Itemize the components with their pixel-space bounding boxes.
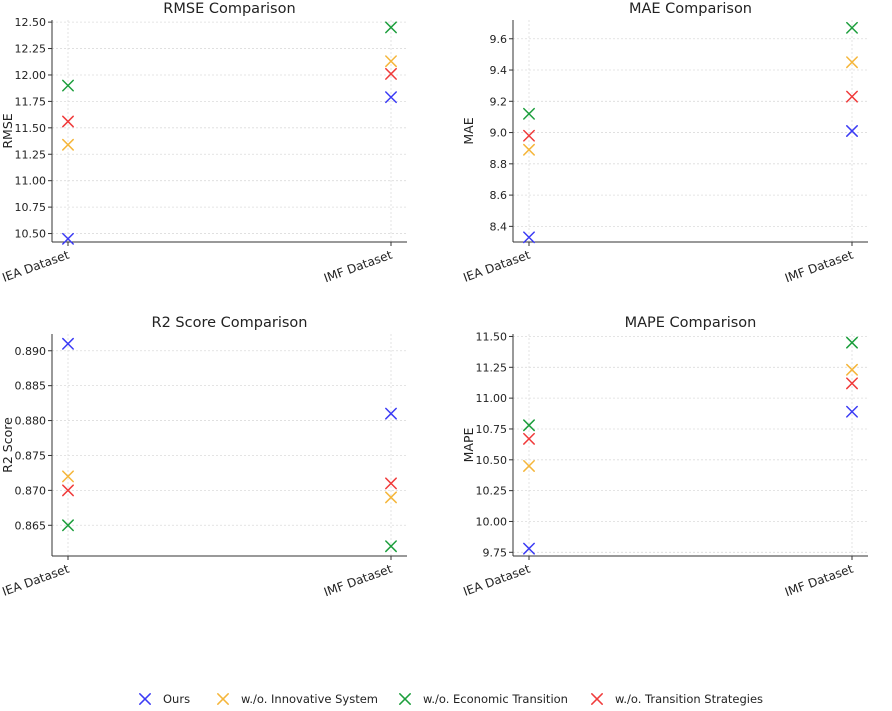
data-point-w-o-innovative-system — [523, 460, 535, 472]
y-tick-label: 11.50 — [476, 330, 508, 343]
chart-title: MAE Comparison — [629, 1, 752, 17]
y-tick-label: 12.00 — [15, 69, 47, 82]
data-point-w-o-innovative-system — [385, 55, 397, 68]
y-axis-label: RMSE — [0, 113, 15, 148]
legend-marker-icon — [591, 693, 603, 705]
data-point-w-o-innovative-system — [62, 138, 74, 151]
data-point-w-o-economic-transition — [385, 21, 397, 34]
legend-marker-icon — [217, 693, 229, 705]
y-tick-label: 8.6 — [490, 189, 508, 202]
data-point-w-o-economic-transition — [385, 540, 397, 553]
y-tick-label: 10.75 — [476, 423, 508, 436]
data-point-w-o-transition-strategies — [523, 129, 535, 142]
data-point-ours — [523, 231, 535, 244]
y-tick-label: 0.885 — [15, 380, 47, 393]
chart-panel-4: 9.75 10.00 10.25 10.50 10.75 11.00 11.25 11.50 I… — [461, 315, 868, 599]
y-tick-label: 11.00 — [15, 175, 47, 188]
y-tick-label: 11.75 — [15, 95, 47, 108]
legend-item: w./o. Innovative System — [217, 692, 378, 706]
y-tick-label: 0.870 — [15, 484, 47, 497]
data-point-w-o-economic-transition — [62, 519, 74, 532]
data-point-ours — [846, 125, 858, 137]
legend-label: w./o. Innovative System — [241, 692, 378, 706]
y-tick-label: 12.50 — [15, 16, 47, 29]
x-tick-label: IMF Dataset — [783, 562, 855, 600]
x-tick-label: IMF Dataset — [322, 248, 394, 286]
data-point-w-o-transition-strategies — [385, 67, 397, 80]
x-tick-label: IEA Dataset — [0, 248, 71, 285]
y-tick-label: 10.75 — [15, 201, 47, 214]
y-tick-label: 0.890 — [15, 345, 47, 358]
y-tick-label: 11.25 — [15, 148, 47, 161]
data-point-w-o-innovative-system — [523, 143, 535, 156]
y-tick-label: 9.0 — [490, 127, 508, 140]
y-tick-label: 9.4 — [490, 64, 508, 77]
chart-panel-1: 10.50 10.75 11.00 11.25 11.50 11.75 12.00 12.25… — [0, 1, 407, 285]
y-tick-label: 9.6 — [490, 33, 508, 46]
data-point-w-o-economic-transition — [846, 336, 858, 349]
y-axis-label: MAPE — [461, 428, 476, 463]
data-point-ours — [846, 405, 858, 418]
data-point-w-o-transition-strategies — [62, 484, 74, 497]
data-point-w-o-transition-strategies — [846, 377, 858, 390]
data-point-ours — [62, 337, 74, 350]
y-tick-label: 0.865 — [15, 519, 47, 532]
data-point-w-o-economic-transition — [846, 21, 858, 34]
data-point-w-o-innovative-system — [846, 56, 858, 69]
y-tick-label: 11.00 — [476, 392, 508, 405]
data-point-w-o-transition-strategies — [846, 90, 858, 103]
legend-item: w./o. Economic Transition — [399, 692, 568, 706]
y-tick-label: 0.875 — [15, 449, 47, 462]
data-point-w-o-transition-strategies — [385, 477, 397, 490]
y-axis-label: R2 Score — [0, 417, 15, 473]
y-tick-label: 0.880 — [15, 415, 47, 428]
y-tick-label: 8.8 — [490, 158, 508, 171]
y-tick-label: 10.25 — [476, 485, 508, 498]
data-point-ours — [62, 232, 74, 245]
y-tick-label: 8.4 — [490, 220, 508, 233]
y-tick-label: 9.2 — [490, 95, 508, 108]
chart-panel-2: 8.4 8.6 8.8 9.0 9.2 9.4 9.6 IEA Dataset IMF Data… — [461, 1, 868, 285]
legend-label: w./o. Economic Transition — [423, 692, 568, 706]
data-point-w-o-transition-strategies — [523, 432, 535, 445]
x-tick-label: IEA Dataset — [461, 248, 532, 285]
y-tick-label: 12.25 — [15, 43, 47, 56]
x-tick-label: IMF Dataset — [322, 562, 394, 600]
data-point-w-o-economic-transition — [523, 419, 535, 432]
chart-title: RMSE Comparison — [163, 1, 295, 17]
y-tick-label: 10.50 — [15, 228, 47, 241]
legend: Ours w./o. Innovative System w./o. Economi… — [139, 692, 763, 706]
data-point-w-o-economic-transition — [62, 79, 74, 92]
legend-label: w./o. Transition Strategies — [615, 692, 763, 706]
y-tick-label: 10.50 — [476, 454, 508, 467]
chart-panel-3: 0.865 0.870 0.875 0.880 0.885 0.890 IEA Datase… — [0, 315, 407, 599]
data-point-w-o-innovative-system — [385, 491, 397, 504]
data-point-w-o-innovative-system — [62, 470, 74, 483]
y-axis-label: MAE — [461, 117, 476, 144]
legend-item: Ours — [139, 692, 190, 706]
chart-title: MAPE Comparison — [625, 315, 757, 331]
chart-title: R2 Score Comparison — [152, 315, 308, 331]
data-point-w-o-economic-transition — [523, 107, 535, 120]
data-point-ours — [385, 91, 397, 104]
legend-marker-icon — [139, 693, 151, 705]
data-point-w-o-transition-strategies — [62, 115, 74, 128]
data-point-ours — [385, 407, 397, 420]
y-tick-label: 10.00 — [476, 515, 508, 528]
y-tick-label: 11.50 — [15, 122, 47, 135]
y-tick-label: 9.75 — [483, 546, 508, 559]
legend-marker-icon — [399, 693, 411, 705]
y-tick-label: 11.25 — [476, 361, 508, 374]
legend-item: w./o. Transition Strategies — [591, 692, 763, 706]
legend-label: Ours — [163, 692, 190, 706]
x-tick-label: IEA Dataset — [461, 562, 532, 599]
data-point-w-o-innovative-system — [846, 363, 858, 376]
x-tick-label: IMF Dataset — [783, 248, 855, 286]
data-point-ours — [523, 542, 535, 555]
x-tick-label: IEA Dataset — [0, 562, 71, 599]
